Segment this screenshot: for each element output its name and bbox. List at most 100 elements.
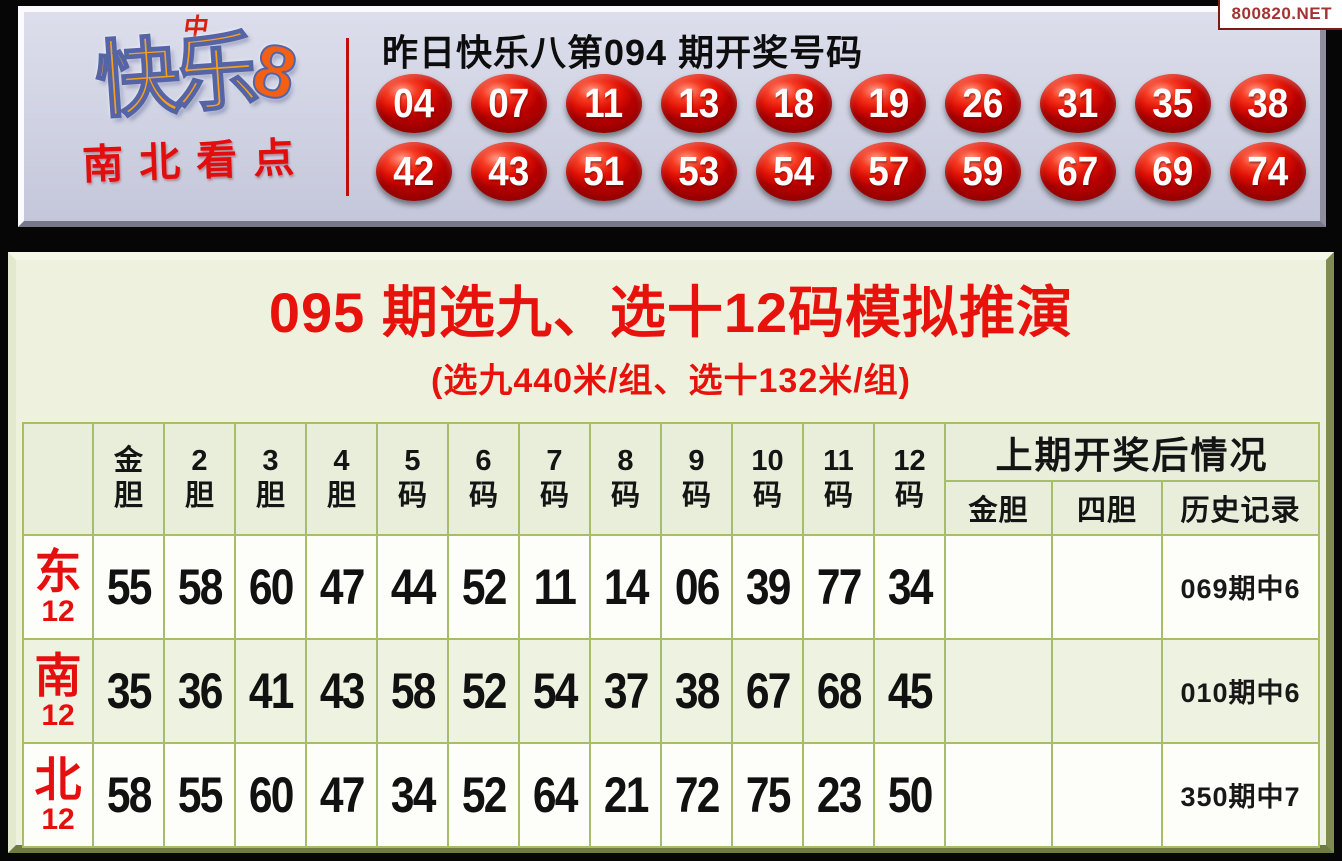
col-header-10ma: 10 码 [731, 421, 804, 536]
lottery-ball: 57 [850, 142, 927, 201]
value-cell: 60 [234, 741, 307, 848]
col-header-11ma: 11 码 [802, 421, 875, 536]
value-cell: 37 [589, 637, 662, 744]
col-header-12ma: 12 码 [873, 421, 946, 536]
col-header-6ma: 6 码 [447, 421, 520, 536]
lottery-ball: 69 [1135, 142, 1211, 201]
col-header-2dan: 2 胆 [163, 421, 236, 536]
value-cell: 34 [873, 533, 946, 640]
lottery-result-panel: 中 快乐8 南北看点 昨日快乐八第094 期开奖号码 04 07 11 13 1… [18, 6, 1326, 227]
lottery-ball: 07 [470, 74, 547, 133]
value-cell: 44 [376, 533, 449, 640]
value-cell: 23 [802, 741, 875, 848]
vertical-divider [346, 38, 349, 196]
table-row-east: 东 12 55 58 60 47 44 52 11 14 06 39 77 34… [22, 533, 1321, 640]
lottery-ball: 11 [565, 74, 642, 133]
value-cell: 35 [92, 637, 165, 744]
prediction-subtitle: (选九440米/组、选十132米/组) [431, 361, 911, 400]
value-cell: 77 [802, 533, 875, 640]
value-cell: 60 [234, 533, 307, 640]
value-cell: 36 [163, 637, 236, 744]
value-cell: 43 [305, 637, 378, 744]
result-col-sidan: 四胆 [1051, 479, 1163, 536]
site-url-badge[interactable]: 800820.NET [1217, 0, 1342, 30]
prediction-title: 095 期选九、选十12码模拟推演 [268, 281, 1074, 344]
header-row-sub: 金胆 四胆 历史记录 [23, 479, 1321, 536]
result-group-header: 上期开奖后情况 [943, 421, 1321, 482]
value-cell: 45 [873, 637, 946, 744]
col-header-5ma: 5 码 [376, 421, 449, 536]
col-header-4dan: 4 胆 [305, 421, 378, 536]
result-col-history: 历史记录 [1160, 479, 1321, 536]
lottery-ball: 38 [1229, 74, 1306, 133]
region-label: 东 12 [22, 533, 94, 640]
lottery-ball: 35 [1135, 74, 1211, 133]
value-cell: 06 [660, 533, 733, 640]
value-cell: 72 [660, 741, 733, 848]
table-row-south: 南 12 35 36 41 43 58 52 54 37 38 67 68 45… [22, 637, 1321, 744]
value-cell: 41 [234, 637, 307, 744]
corner-cell [22, 421, 94, 536]
value-cell: 52 [447, 533, 520, 640]
brand-logo: 中 快乐8 南北看点 [46, 14, 346, 216]
value-cell: 38 [660, 637, 733, 744]
lottery-ball: 26 [945, 74, 1022, 133]
value-cell: 39 [731, 533, 804, 640]
col-header-9ma: 9 码 [660, 421, 733, 536]
brand-text: 快乐 [92, 23, 256, 130]
value-cell: 55 [92, 533, 165, 640]
value-cell: 52 [447, 741, 520, 848]
history-cell: 069期中6 [1160, 533, 1321, 640]
value-cell: 21 [589, 741, 662, 848]
value-cell: 52 [447, 637, 520, 744]
col-header-8ma: 8 码 [589, 421, 662, 536]
value-cell: 47 [305, 533, 378, 640]
history-cell: 350期中7 [1160, 741, 1321, 848]
prediction-panel: 095 期选九、选十12码模拟推演 (选九440米/组、选十132米/组) 金 … [8, 252, 1334, 853]
lottery-ball: 13 [660, 74, 737, 133]
value-cell: 67 [731, 637, 804, 744]
sidan-result-cell [1051, 637, 1163, 744]
lottery-ball: 67 [1040, 142, 1117, 201]
col-header-jindan: 金 胆 [92, 421, 165, 536]
lottery-ball: 31 [1040, 74, 1117, 133]
history-cell: 010期中6 [1160, 637, 1321, 744]
lottery-ball: 19 [850, 74, 927, 133]
value-cell: 58 [92, 741, 165, 848]
value-cell: 75 [731, 741, 804, 848]
value-cell: 54 [518, 637, 591, 744]
sidan-result-cell [1051, 741, 1163, 848]
region-label: 北 12 [22, 741, 94, 848]
brand-wordmark: 快乐8 [92, 23, 306, 130]
brand-number: 8 [244, 25, 306, 117]
value-cell: 47 [305, 741, 378, 848]
result-col-jindan: 金胆 [944, 479, 1053, 536]
jindan-result-cell [944, 637, 1053, 744]
lottery-ball: 43 [470, 142, 547, 201]
winning-numbers: 04 07 11 13 18 19 26 31 35 38 42 43 51 5… [376, 74, 1306, 201]
value-cell: 50 [873, 741, 946, 848]
brand-tagline: 南北看点 [81, 133, 311, 188]
value-cell: 58 [376, 637, 449, 744]
lottery-ball: 59 [945, 142, 1022, 201]
table-row-north: 北 12 58 55 60 47 34 52 64 21 72 75 23 50… [22, 741, 1321, 848]
lottery-ball: 54 [755, 142, 832, 201]
lottery-ball: 51 [565, 142, 642, 201]
lottery-ball: 53 [660, 142, 737, 201]
col-header-7ma: 7 码 [518, 421, 591, 536]
value-cell: 14 [589, 533, 662, 640]
prediction-table: 金 胆 2 胆 3 胆 4 胆 5 码 6 码 7 码 8 码 9 码 10 码… [22, 421, 1321, 848]
value-cell: 58 [163, 533, 236, 640]
sidan-result-cell [1051, 533, 1163, 640]
value-cell: 34 [376, 741, 449, 848]
draw-result-title: 昨日快乐八第094 期开奖号码 [382, 32, 864, 73]
lottery-ball: 42 [376, 142, 452, 201]
ball-row-2: 42 43 51 53 54 57 59 67 69 74 [376, 142, 1306, 201]
jindan-result-cell [944, 533, 1053, 640]
value-cell: 64 [518, 741, 591, 848]
value-cell: 11 [518, 533, 591, 640]
header-row-main: 金 胆 2 胆 3 胆 4 胆 5 码 6 码 7 码 8 码 9 码 10 码… [22, 421, 1321, 536]
value-cell: 68 [802, 637, 875, 744]
lottery-ball: 18 [755, 74, 832, 133]
